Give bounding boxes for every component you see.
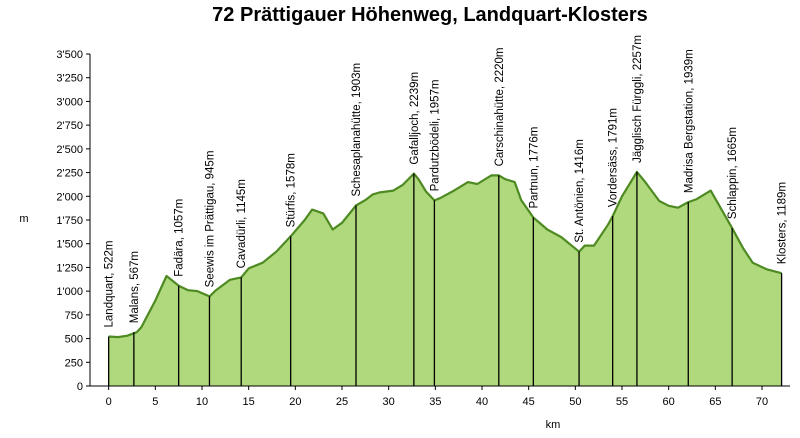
y-tick-label: 2'750 (56, 120, 83, 132)
x-tick-label: 10 (196, 396, 208, 408)
waypoint-label: Gafalljoch, 2239m (409, 72, 421, 165)
waypoint-label: Schesaplanahütte, 1903m (351, 63, 363, 197)
waypoint-label: Stürfis, 1578m (286, 153, 298, 227)
x-tick-label: 35 (429, 396, 441, 408)
x-tick-label: 50 (569, 396, 581, 408)
y-axis-label: m (19, 213, 28, 225)
waypoint-label: Seewis im Prättigau, 945m (204, 151, 216, 288)
y-tick-label: 0 (77, 381, 83, 393)
waypoint-label: Partnun, 1776m (528, 127, 540, 209)
y-tick-label: 750 (65, 310, 83, 322)
x-tick-label: 40 (476, 396, 488, 408)
x-tick-label: 15 (243, 396, 255, 408)
y-tick-label: 1'250 (56, 262, 83, 274)
waypoint-label: Cavadürli, 1145m (236, 179, 248, 268)
x-tick-label: 45 (523, 396, 535, 408)
waypoint-label: Malans, 567m (129, 251, 141, 323)
waypoint-label: Vordersäss, 1791m (608, 108, 620, 207)
x-tick-label: 20 (289, 396, 301, 408)
y-tick-label: 250 (65, 357, 83, 369)
y-tick-label: 1'750 (56, 215, 83, 227)
y-tick-label: 2'500 (56, 144, 83, 156)
y-tick-label: 2'250 (56, 168, 83, 180)
x-tick-label: 25 (336, 396, 348, 408)
waypoint-label: Jägglisch Fürggli, 2257m (632, 35, 644, 163)
waypoint-label: Madrisa Bergstation, 1939m (683, 49, 695, 193)
waypoint-label: Carschinahütte, 2220m (494, 48, 506, 167)
waypoint-label: Landquart, 522m (104, 241, 116, 328)
x-tick-label: 5 (152, 396, 158, 408)
y-tick-label: 1'000 (56, 286, 83, 298)
y-tick-label: 3'500 (56, 49, 83, 61)
x-tick-label: 60 (663, 396, 675, 408)
y-tick-label: 500 (65, 334, 83, 346)
y-tick-label: 1'500 (56, 239, 83, 251)
x-tick-label: 0 (106, 396, 112, 408)
x-tick-label: 65 (709, 396, 721, 408)
waypoint-label: St. Antönien, 1416m (574, 139, 586, 243)
profile-line (108, 170, 782, 339)
x-tick-label: 70 (756, 396, 768, 408)
waypoint-label: Fadära, 1057m (174, 199, 186, 277)
x-axis-label: km (546, 419, 561, 431)
waypoint-label: Klosters, 1189m (777, 182, 789, 264)
waypoint-label: Pardutzbödeli, 1957m (429, 79, 441, 191)
y-tick-label: 3'000 (56, 96, 83, 108)
y-tick-label: 2'000 (56, 191, 83, 203)
chart-title: 72 Prättigauer Höhenweg, Landquart-Klost… (212, 4, 648, 26)
waypoint-label: Schlappin, 1665m (727, 127, 739, 219)
profile-area (108, 171, 782, 386)
x-tick-label: 55 (616, 396, 628, 408)
x-tick-label: 30 (383, 396, 395, 408)
y-tick-label: 3'250 (56, 73, 83, 85)
